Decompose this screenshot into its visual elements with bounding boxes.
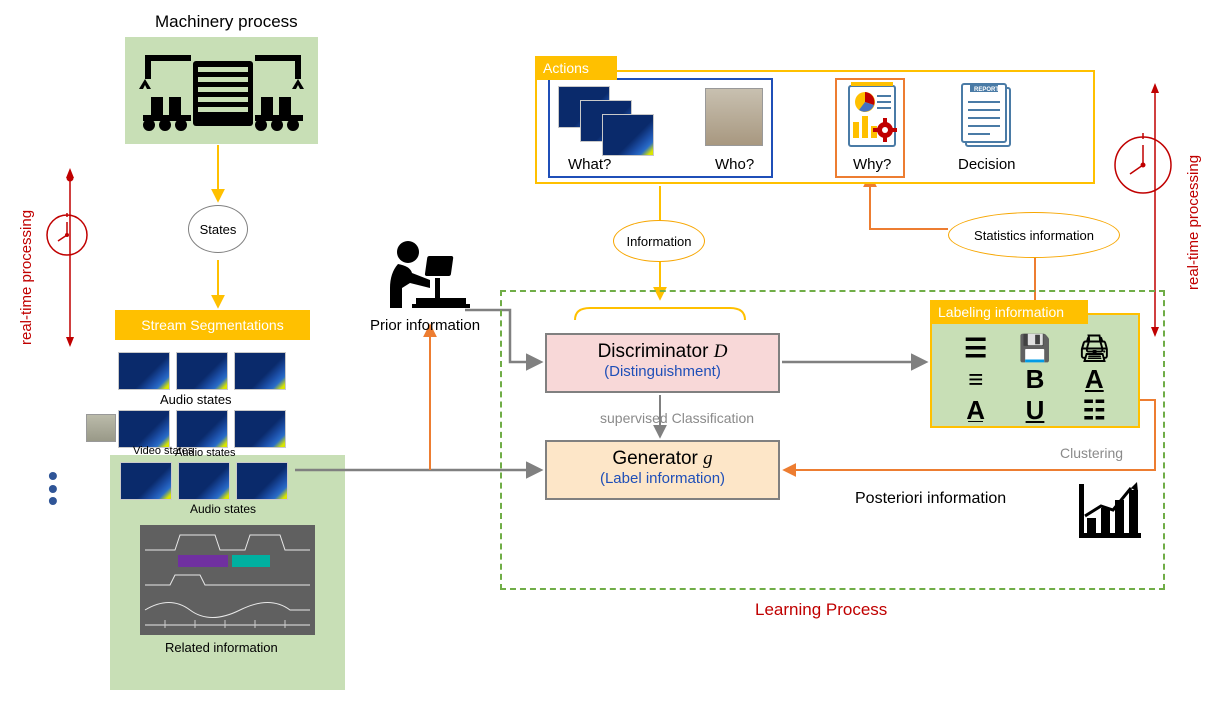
discriminator-box: Discriminator D (Distinguishment)	[545, 333, 780, 393]
related-info-box	[140, 525, 315, 635]
save-icon: 💾	[1019, 333, 1051, 364]
labeling-tab-label: Labeling information	[938, 304, 1064, 320]
font-icon: A	[1085, 364, 1104, 395]
spectrogram-icon	[120, 462, 172, 500]
generator-sub: (Label information)	[547, 470, 778, 487]
stats-info-circle: Statistics information	[948, 212, 1120, 258]
audio-row-2	[118, 410, 286, 448]
spectrogram-icon	[236, 462, 288, 500]
related-info-label: Related information	[165, 640, 278, 655]
decision-label: Decision	[958, 156, 1016, 173]
spectrogram-icon	[176, 410, 228, 448]
machinery-box	[125, 37, 318, 144]
clock-icon	[42, 210, 92, 260]
svg-text:REPORT: REPORT	[974, 87, 999, 93]
clustering-label: Clustering	[1060, 445, 1123, 461]
stream-seg-label: Stream Segmentations	[141, 317, 283, 333]
print-icon: 🖨	[1078, 333, 1111, 364]
spectrogram-icon	[602, 114, 654, 156]
actions-tab: Actions	[535, 56, 617, 80]
what-label: What?	[568, 156, 611, 173]
realtime-left-label: real-time processing	[18, 175, 35, 345]
labeling-box: ☰ 💾 🖨 ≡ B A A̲ U ☷	[930, 313, 1140, 428]
audio-row-3	[120, 462, 288, 500]
pie-chart-gear-icon	[837, 80, 907, 154]
prior-info-label: Prior information	[370, 317, 480, 334]
bar-line-chart-icon	[1075, 480, 1145, 542]
audio-states-label-2: Audio states	[175, 447, 236, 459]
what-who-box: What? Who?	[548, 78, 773, 178]
list-icon: ☰	[964, 333, 987, 364]
machinery-title: Machinery process	[155, 12, 298, 32]
stats-info-label: Statistics information	[974, 228, 1094, 243]
bold-icon: B	[1026, 364, 1045, 395]
spectrogram-icon	[118, 352, 170, 390]
waveform-icon	[140, 525, 315, 635]
realtime-right-label: real-time processing	[1185, 120, 1202, 290]
why-label: Why?	[853, 156, 891, 173]
linespacing-icon: ☷	[1083, 395, 1106, 426]
video-thumb-icon	[86, 414, 116, 442]
labeling-tab: Labeling information	[930, 300, 1088, 324]
person-computer-icon	[380, 238, 470, 316]
states-circle: States	[188, 205, 248, 253]
ellipsis-icon: •••	[48, 470, 58, 508]
audio-row-1	[118, 352, 286, 390]
supervised-label: supervised Classification	[600, 410, 754, 426]
who-thumb-icon	[705, 88, 763, 146]
actions-tab-label: Actions	[543, 60, 589, 76]
generator-title: Generator g	[547, 448, 778, 470]
discriminator-text: Discriminator	[598, 341, 714, 362]
spectrogram-icon	[178, 462, 230, 500]
spectrogram-icon	[176, 352, 228, 390]
discriminator-title: Discriminator D	[547, 341, 778, 363]
posteriori-label: Posteriori information	[855, 490, 1006, 508]
generator-box: Generator g (Label information)	[545, 440, 780, 500]
states-text: States	[200, 222, 237, 237]
discriminator-sub: (Distinguishment)	[547, 363, 778, 380]
who-label: Who?	[715, 156, 754, 173]
stream-segmentations-box: Stream Segmentations	[115, 310, 310, 340]
factory-machine-icon	[125, 37, 318, 144]
spectrogram-icon	[118, 410, 170, 448]
why-box: Why?	[835, 78, 905, 178]
discriminator-D: D	[714, 341, 728, 362]
underline-icon: U	[1026, 395, 1045, 426]
spectrogram-icon	[234, 410, 286, 448]
generator-text: Generator	[612, 448, 703, 469]
generator-g: g	[703, 448, 713, 469]
report-document-icon: REPORT	[960, 82, 1020, 152]
audio-states-label-1: Audio states	[160, 392, 232, 407]
audio-states-label-3: Audio states	[190, 502, 256, 516]
information-label: Information	[626, 234, 691, 249]
learning-process-label: Learning Process	[755, 600, 887, 620]
a-underline-icon: A̲	[966, 395, 985, 426]
spectrogram-icon	[234, 352, 286, 390]
numbered-list-icon: ≡	[968, 364, 983, 395]
clock-icon	[1108, 130, 1178, 200]
information-circle: Information	[613, 220, 705, 262]
